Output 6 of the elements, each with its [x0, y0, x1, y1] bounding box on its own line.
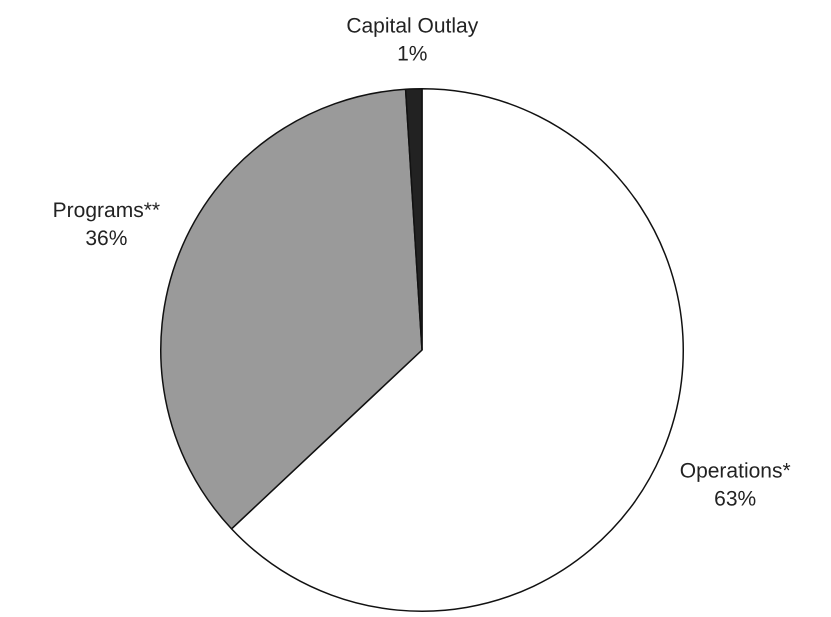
slice-label: Capital Outlay: [346, 14, 479, 38]
slice-label: Programs**: [52, 198, 160, 222]
data-label: 63%: [714, 487, 756, 510]
data-label: 1%: [397, 42, 428, 66]
slice-label: Operations*: [680, 459, 791, 482]
data-label: 36%: [85, 226, 128, 250]
